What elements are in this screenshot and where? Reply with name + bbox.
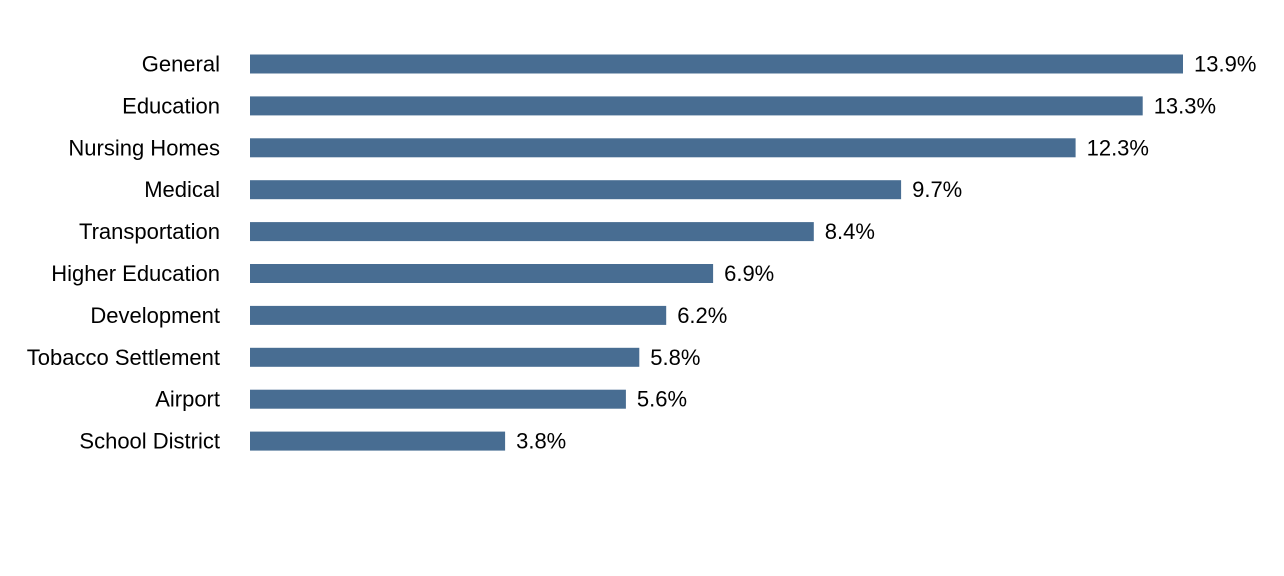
value-label-medical: 9.7% bbox=[912, 177, 962, 202]
value-label-nursing-homes: 12.3% bbox=[1087, 135, 1149, 160]
bar-transportation bbox=[250, 222, 814, 242]
bar-airport bbox=[250, 389, 626, 409]
value-label-tobacco-settlement: 5.8% bbox=[650, 345, 700, 370]
category-label-development: Development bbox=[90, 303, 220, 328]
category-label-tobacco-settlement: Tobacco Settlement bbox=[27, 345, 220, 370]
bar-higher-education bbox=[250, 264, 714, 283]
category-label-general: General bbox=[142, 52, 220, 77]
value-label-school-district: 3.8% bbox=[516, 429, 566, 454]
bar-education bbox=[250, 96, 1143, 116]
category-label-transportation: Transportation bbox=[79, 219, 220, 244]
bar-general bbox=[250, 54, 1183, 74]
category-label-nursing-homes: Nursing Homes bbox=[68, 135, 220, 160]
category-label-education: Education bbox=[122, 93, 220, 118]
value-label-education: 13.3% bbox=[1154, 93, 1216, 118]
category-label-medical: Medical bbox=[144, 177, 220, 202]
value-label-transportation: 8.4% bbox=[825, 219, 875, 244]
bar-school-district bbox=[250, 431, 506, 451]
value-labels-group: 13.9% 13.3%12.3% 9.7% 8.4% 6.9% 6.2% 5.8% 5.6% 3… bbox=[516, 52, 1256, 454]
value-label-airport: 5.6% bbox=[637, 387, 687, 412]
category-label-airport: Airport bbox=[155, 387, 220, 412]
bar-nursing-homes bbox=[250, 138, 1076, 158]
bar-medical bbox=[250, 180, 902, 200]
category-label-school-district: School District bbox=[79, 429, 220, 454]
value-label-higher-education: 6.9% bbox=[724, 261, 774, 286]
value-label-general: 13.9% bbox=[1194, 52, 1256, 77]
value-label-development: 6.2% bbox=[677, 303, 727, 328]
bar-tobacco-settlement bbox=[250, 347, 640, 367]
category-label-higher-education: Higher Education bbox=[51, 261, 220, 286]
category-labels-group: General Education Nursing Homes Medical Tran… bbox=[27, 52, 220, 454]
bar-development bbox=[250, 305, 667, 325]
bars-group bbox=[250, 54, 1183, 451]
